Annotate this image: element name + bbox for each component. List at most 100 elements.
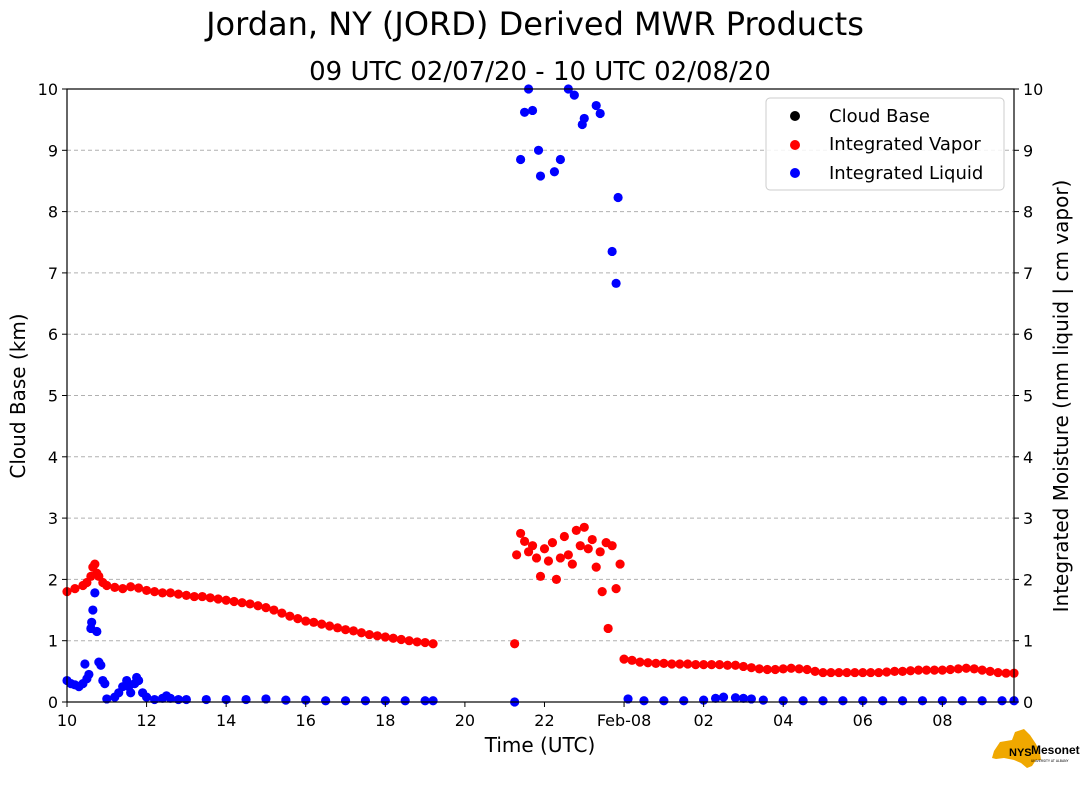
- data-point: [253, 601, 263, 611]
- legend-frame: [765, 97, 1005, 191]
- data-point: [834, 667, 844, 678]
- data-point: [535, 171, 546, 181]
- data-point: [510, 639, 520, 649]
- series-integrated-liquid: [62, 84, 1019, 707]
- data-point: [165, 693, 176, 703]
- data-point: [293, 614, 303, 624]
- data-point: [738, 661, 749, 672]
- data-point: [189, 591, 199, 602]
- data-point: [420, 637, 430, 648]
- data-point: [516, 528, 526, 539]
- chart-title: Jordan, NY (JORD) Derived MWR Products: [204, 5, 864, 43]
- data-point: [858, 696, 868, 706]
- data-point: [746, 663, 756, 673]
- data-point: [667, 659, 677, 669]
- data-point: [110, 582, 120, 592]
- x-tick-label: 12: [136, 711, 156, 730]
- data-point: [850, 667, 860, 678]
- data-point: [683, 659, 693, 669]
- data-point: [758, 695, 768, 705]
- data-point: [953, 664, 963, 674]
- data-point: [607, 246, 617, 257]
- data-point: [519, 107, 530, 117]
- data-point: [818, 696, 828, 706]
- y2-tick-label: 8: [1023, 203, 1033, 222]
- legend-marker-cloud-base: [790, 111, 800, 121]
- data-point: [993, 667, 1003, 678]
- data-point: [746, 694, 756, 704]
- data-point: [237, 598, 247, 608]
- data-point: [613, 192, 623, 203]
- data-point: [84, 669, 94, 680]
- data-point: [126, 688, 136, 698]
- y2-tick-label: 9: [1023, 141, 1033, 160]
- y-tick-label: 3: [48, 509, 58, 528]
- data-point: [882, 667, 892, 677]
- data-point: [157, 588, 168, 598]
- y-tick-label: 5: [48, 387, 58, 406]
- data-point: [579, 522, 589, 532]
- data-point: [134, 675, 144, 686]
- data-point: [149, 587, 160, 597]
- data-point: [623, 694, 633, 704]
- x-tick-label: 10: [57, 711, 77, 730]
- data-point: [897, 696, 908, 706]
- data-point: [213, 594, 223, 604]
- data-point: [533, 145, 544, 155]
- x-tick-label: 04: [773, 711, 793, 730]
- data-point: [977, 665, 987, 675]
- y2-axis-label: Integrated Moisture (mm liquid | cm vapo…: [1049, 180, 1073, 613]
- y-tick-label: 9: [48, 141, 58, 160]
- data-point: [173, 694, 184, 705]
- data-point: [635, 657, 645, 667]
- data-point: [332, 623, 343, 633]
- data-point: [569, 90, 579, 100]
- data-point: [88, 605, 98, 615]
- data-point: [551, 574, 562, 585]
- x-tick-label: 02: [693, 711, 713, 730]
- data-point: [639, 696, 649, 706]
- data-point: [786, 663, 796, 673]
- y-tick-label: 6: [48, 325, 58, 344]
- data-point: [348, 626, 359, 636]
- data-point: [360, 696, 371, 706]
- data-point: [921, 665, 932, 675]
- data-point: [611, 583, 621, 594]
- data-point: [205, 593, 215, 603]
- data-point: [400, 696, 410, 706]
- y2-tick-label: 4: [1023, 448, 1033, 467]
- data-point: [241, 694, 251, 705]
- grid: [67, 149, 1014, 642]
- data-point: [372, 631, 382, 641]
- data-point: [173, 589, 184, 599]
- data-point: [659, 658, 669, 668]
- data-point: [778, 696, 788, 706]
- data-point: [261, 602, 271, 613]
- y2-tick-label: 7: [1023, 264, 1033, 283]
- data-point: [126, 582, 136, 592]
- data-point: [818, 667, 828, 678]
- data-point: [96, 660, 106, 670]
- legend-label-integrated-vapor: Integrated Vapor: [829, 134, 981, 155]
- nys-mesonet-logo: NYS Mesonet UNIVERSITY AT ALBANY: [992, 729, 1080, 768]
- data-point: [531, 553, 542, 563]
- y-tick-label: 0: [48, 693, 58, 712]
- data-point: [404, 636, 414, 646]
- data-point: [364, 629, 375, 640]
- data-point: [595, 547, 605, 557]
- x-tick-label: 22: [534, 711, 554, 730]
- data-point: [201, 694, 211, 705]
- data-point: [897, 666, 908, 676]
- data-point: [810, 666, 820, 676]
- data-point: [321, 696, 331, 706]
- data-point: [285, 611, 295, 621]
- data-point: [679, 696, 689, 706]
- data-point: [985, 666, 995, 676]
- data-point: [738, 693, 749, 703]
- data-point: [527, 541, 538, 551]
- data-point: [710, 693, 721, 703]
- data-point: [181, 694, 191, 705]
- data-point: [905, 666, 916, 676]
- data-point: [969, 664, 979, 674]
- data-point: [1001, 668, 1011, 678]
